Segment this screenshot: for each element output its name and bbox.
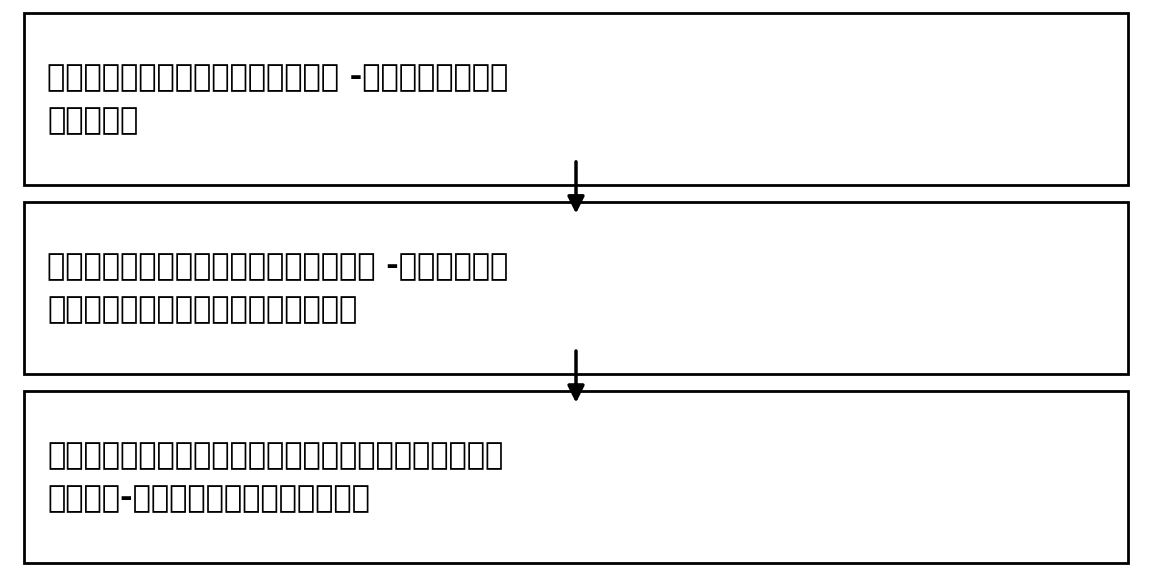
Text: 提供金属颗粒、含氟无氧化合物及锂 -过渡金属氧化物正
极活性材料: 提供金属颗粒、含氟无氧化合物及锂 -过渡金属氧化物正 极活性材料 [47, 63, 508, 135]
FancyBboxPatch shape [24, 391, 1128, 563]
FancyBboxPatch shape [24, 13, 1128, 185]
Text: 将该金属颗粒、该含氟无氧化合物及该锂 -过渡金属氧化
物正极活性材料混合得到一第三混合物: 将该金属颗粒、该含氟无氧化合物及该锂 -过渡金属氧化 物正极活性材料混合得到一第… [47, 252, 508, 324]
Text: 将该第三混合物在惰性气氛中进行烧结，得到金属氟化物
包覆的锂-过渡金属氧化物正极活性材料: 将该第三混合物在惰性气氛中进行烧结，得到金属氟化物 包覆的锂-过渡金属氧化物正极… [47, 441, 503, 513]
FancyBboxPatch shape [24, 202, 1128, 374]
